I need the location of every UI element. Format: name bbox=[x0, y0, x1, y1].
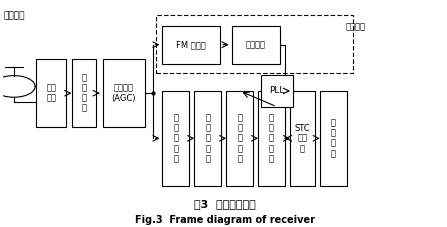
Text: 脉冲整形: 脉冲整形 bbox=[246, 40, 266, 49]
Bar bbox=[226, 91, 253, 186]
Text: 同步通道: 同步通道 bbox=[346, 22, 366, 31]
Bar bbox=[232, 25, 280, 64]
Bar bbox=[162, 91, 189, 186]
Text: 声
光
报
警: 声 光 报 警 bbox=[331, 119, 336, 158]
Bar bbox=[72, 59, 96, 127]
Text: 图3  接收器方框图: 图3 接收器方框图 bbox=[194, 199, 255, 209]
Text: 带
通
滤
波
器: 带 通 滤 波 器 bbox=[205, 114, 210, 163]
Text: 梳
状
滤
波
器: 梳 状 滤 波 器 bbox=[237, 114, 242, 163]
Text: 天线
放大: 天线 放大 bbox=[46, 84, 56, 103]
Text: STC
单片
机: STC 单片 机 bbox=[295, 124, 310, 153]
Text: 电压放大
(AGC): 电压放大 (AGC) bbox=[111, 84, 136, 103]
Text: 包
络
检
波
器: 包 络 检 波 器 bbox=[173, 114, 178, 163]
Bar bbox=[156, 15, 353, 73]
Bar bbox=[102, 59, 145, 127]
Text: 电
压
比
较
器: 电 压 比 较 器 bbox=[269, 114, 274, 163]
Text: FM 解调器: FM 解调器 bbox=[177, 40, 206, 49]
Bar bbox=[261, 75, 293, 107]
Bar bbox=[194, 91, 221, 186]
Bar bbox=[162, 25, 220, 64]
Text: 接收天线: 接收天线 bbox=[3, 11, 25, 20]
Text: PLL: PLL bbox=[269, 86, 285, 95]
Text: Fig.3  Frame diagram of receiver: Fig.3 Frame diagram of receiver bbox=[135, 215, 315, 225]
Bar bbox=[290, 91, 315, 186]
Bar bbox=[36, 59, 66, 127]
Text: 带
通
滤
波: 带 通 滤 波 bbox=[81, 74, 86, 113]
Bar bbox=[320, 91, 346, 186]
Bar bbox=[258, 91, 285, 186]
